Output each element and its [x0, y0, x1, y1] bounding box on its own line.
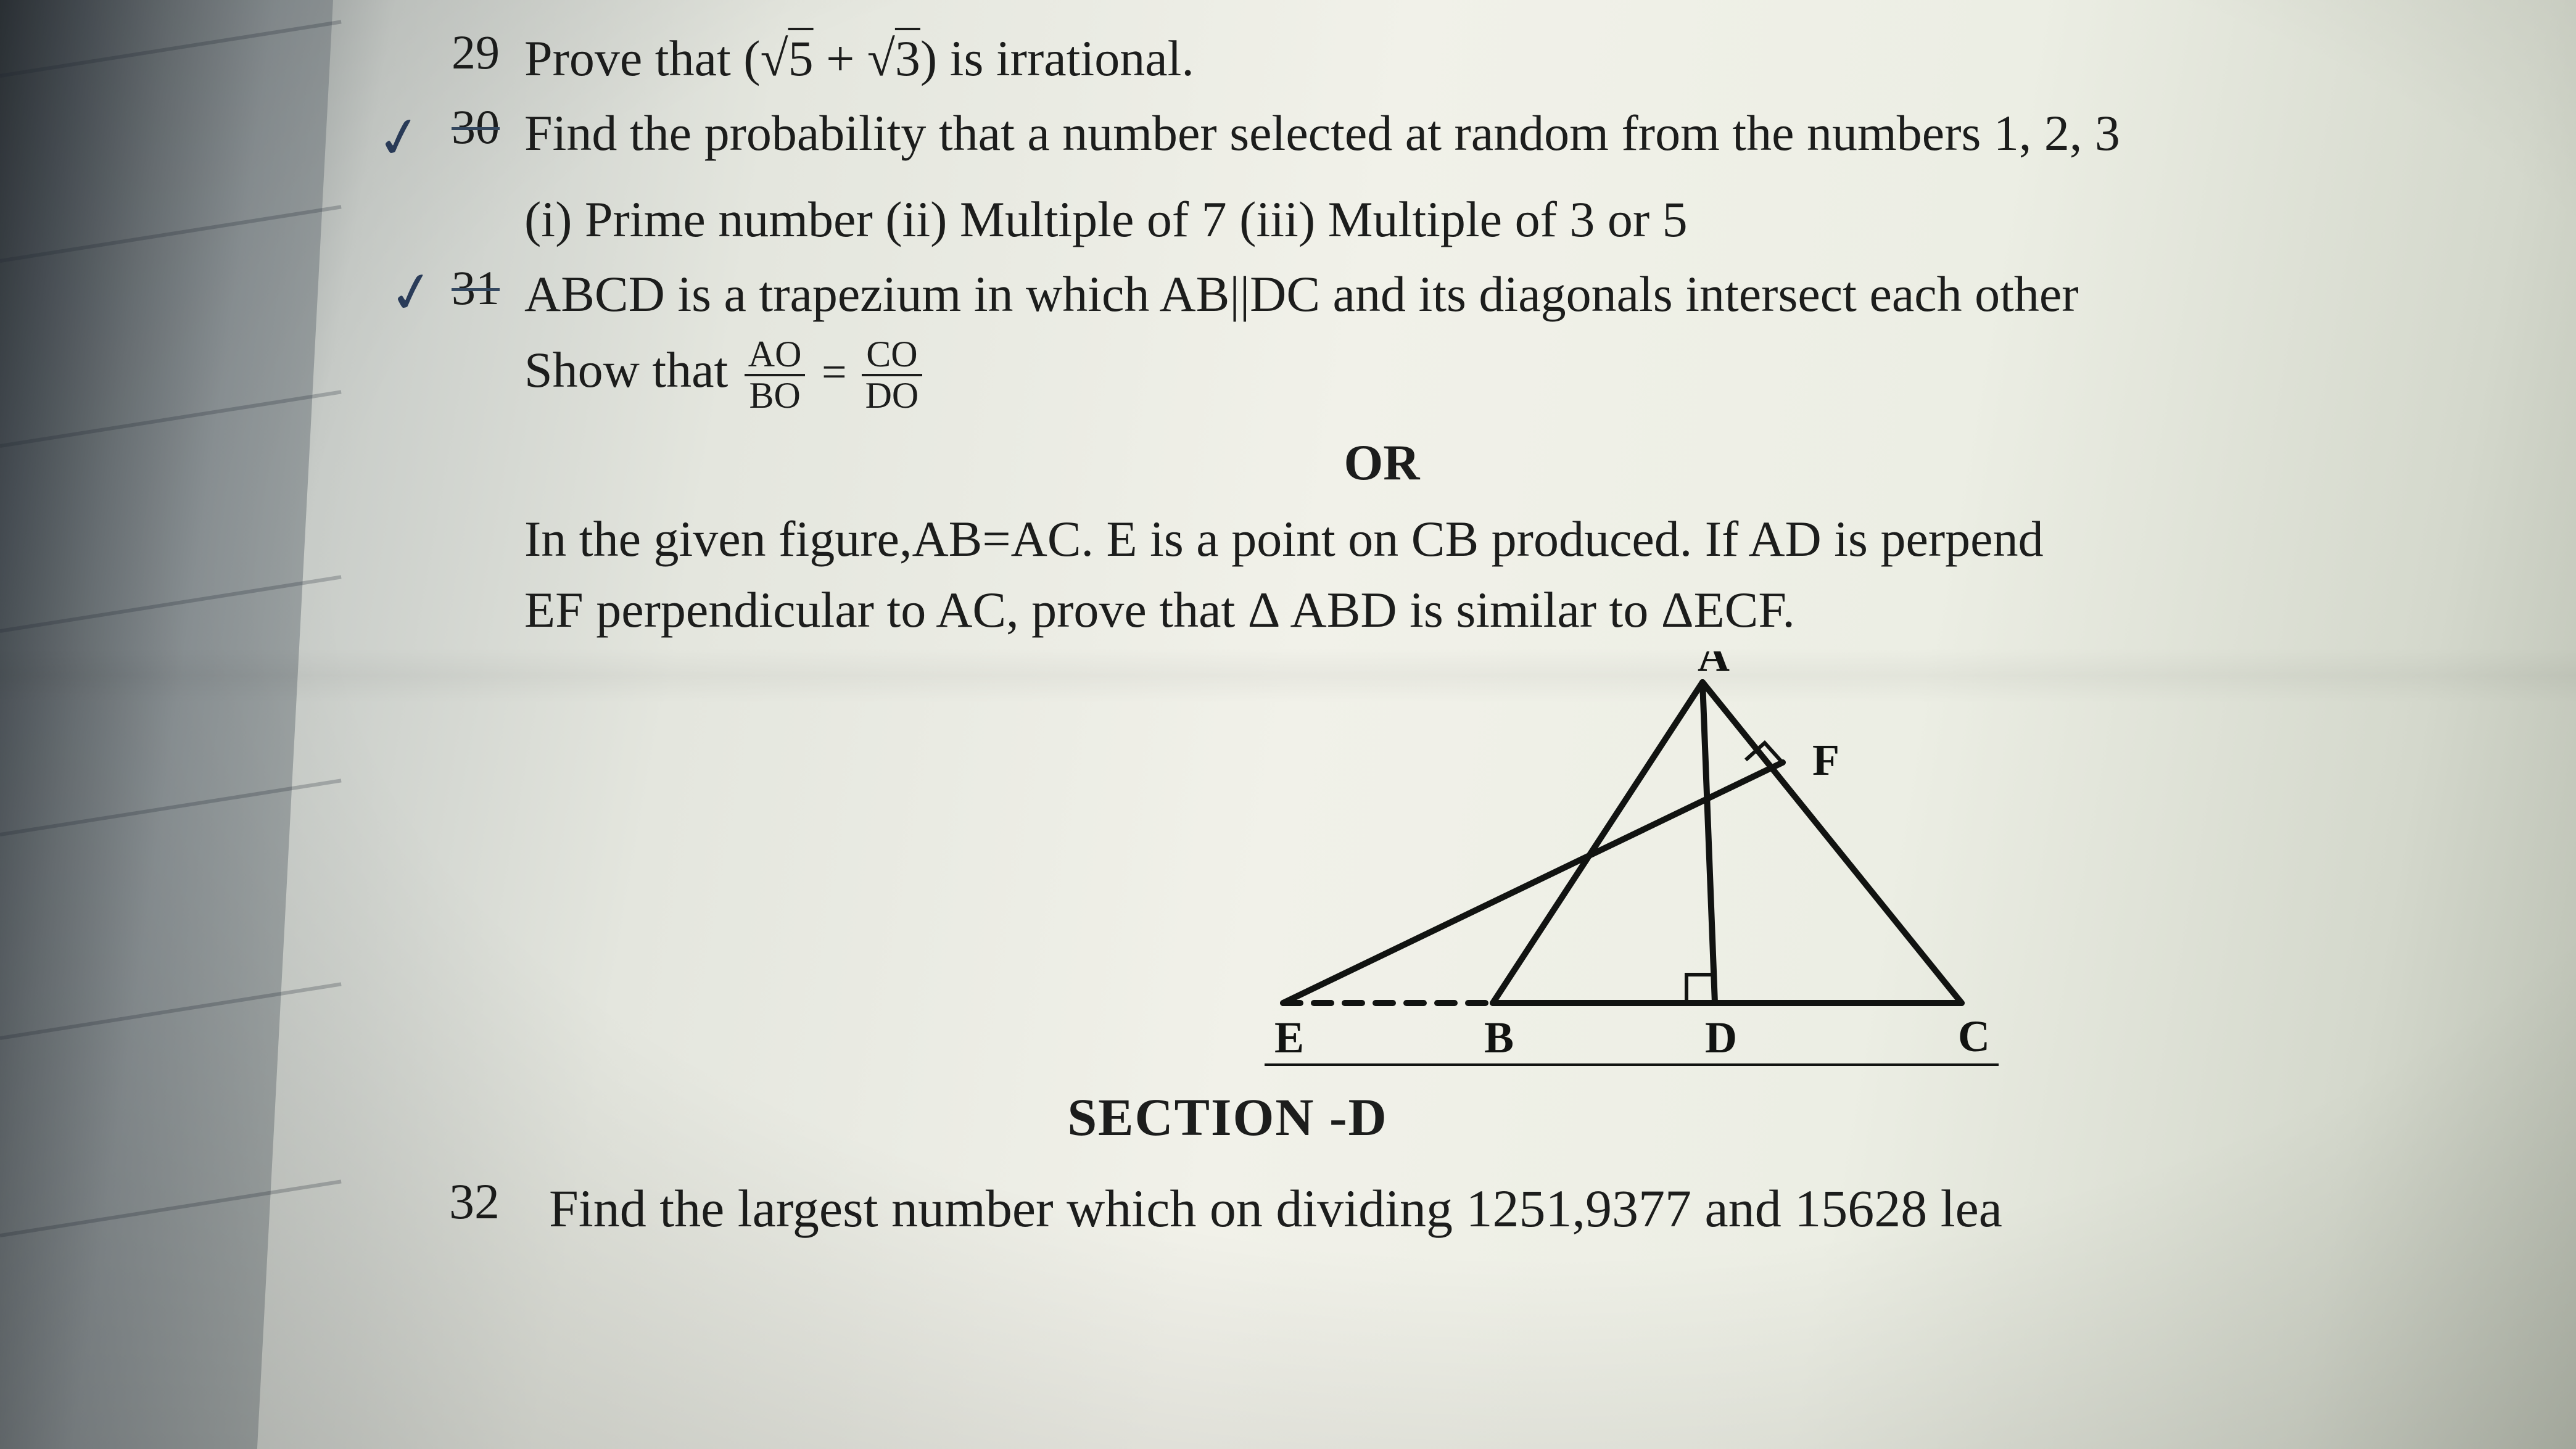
question-30-text: Find the probability that a number selec…	[524, 99, 2551, 168]
question-31-show-that: Show that AO BO = CO DO	[524, 335, 2551, 415]
question-31-or-text: In the given figure,AB=AC. E is a point …	[524, 504, 2551, 646]
question-32-row: 32 Find the largest number which on divi…	[395, 1173, 2551, 1244]
q29-pre: Prove that (	[524, 30, 761, 86]
qnum-31-text: 31	[452, 261, 500, 315]
frac-num-ao: AO	[745, 335, 806, 376]
question-32-text: Find the largest number which on dividin…	[549, 1173, 2551, 1244]
frac-den-bo: BO	[745, 376, 806, 415]
question-30-row: ✓ 30 Find the probability that a number …	[395, 99, 2551, 168]
question-29-text: Prove that (√5 + √3) is irrational.	[524, 25, 2551, 93]
q31-showthat: Show that	[524, 342, 741, 398]
q29-plus: +	[814, 30, 867, 86]
question-number-31: ✓ 31	[395, 260, 524, 316]
question-number-30: ✓ 30	[395, 99, 524, 155]
fraction-co-do: CO DO	[862, 335, 923, 415]
svg-text:B: B	[1484, 1013, 1514, 1062]
question-31-text: ABCD is a trapezium in which AB||DC and …	[524, 260, 2551, 329]
frac-den-do: DO	[862, 376, 923, 415]
tick-mark-icon: ✓	[383, 257, 440, 329]
q29-surd2-arg: 3	[895, 30, 920, 86]
fraction-ao-bo: AO BO	[745, 335, 806, 415]
q29-surd1-arg: 5	[788, 30, 814, 86]
q31-equals: =	[822, 347, 858, 397]
qnum-30-text: 30	[452, 100, 500, 154]
qnum-29-text: 29	[452, 25, 500, 79]
triangle-svg: A F E B D C	[1258, 651, 2029, 1071]
section-d-heading: SECTION -D	[950, 1086, 1505, 1148]
or-separator: OR	[1320, 434, 1443, 492]
question-30-subparts-row: (i) Prime number (ii) Multiple of 7 (iii…	[395, 186, 2551, 254]
triangle-figure: A F E B D C	[1258, 651, 2551, 1074]
svg-text:A: A	[1698, 651, 1730, 681]
question-number-32: 32	[395, 1173, 549, 1231]
q31-line1: ABCD is a trapezium in which AB||DC and …	[524, 266, 2079, 322]
q31or-line1: In the given figure,AB=AC. E is a point …	[524, 504, 2551, 575]
svg-text:E: E	[1274, 1013, 1304, 1062]
svg-text:F: F	[1812, 735, 1839, 785]
svg-text:D: D	[1705, 1013, 1737, 1062]
q29-surd2-rad: √	[867, 30, 895, 86]
question-31-show-that-row: Show that AO BO = CO DO	[395, 335, 2551, 415]
q29-surd1-rad: √	[761, 30, 788, 86]
exam-page: 29 Prove that (√5 + √3) is irrational. ✓…	[370, 0, 2576, 1449]
question-30-subparts: (i) Prime number (ii) Multiple of 7 (iii…	[524, 186, 2551, 254]
q30-line1: Find the probability that a number selec…	[524, 105, 2120, 161]
tick-mark-icon: ✓	[371, 102, 428, 174]
frac-num-co: CO	[862, 335, 923, 376]
question-31-row: ✓ 31 ABCD is a trapezium in which AB||DC…	[395, 260, 2551, 329]
q29-post: ) is irrational.	[920, 30, 1194, 86]
svg-text:C: C	[1958, 1012, 1990, 1061]
q31or-line2: EF perpendicular to AC, prove that Δ ABD…	[524, 575, 2551, 646]
question-29-row: 29 Prove that (√5 + √3) is irrational.	[395, 25, 2551, 93]
question-number-29: 29	[395, 25, 524, 80]
